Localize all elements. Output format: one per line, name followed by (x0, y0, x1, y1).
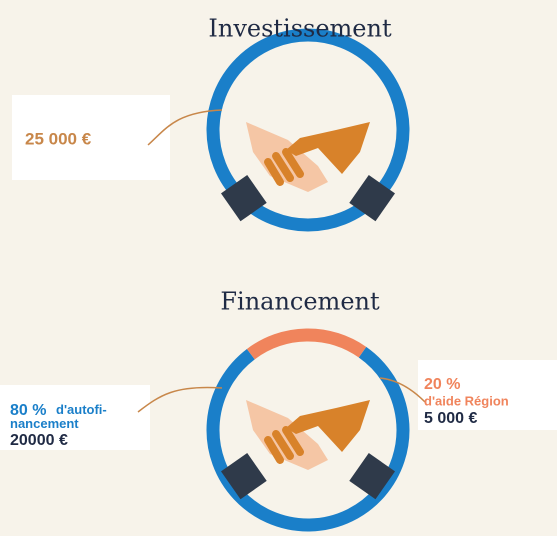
handshake-icon (221, 400, 395, 499)
handshake-icon (221, 122, 395, 221)
amount-label: 5 000 € (424, 410, 477, 427)
ring-segment (246, 328, 367, 360)
ring-segment (206, 346, 410, 532)
amount-label: 25 000 € (25, 129, 92, 148)
callout-box (12, 95, 170, 180)
chart-title: Investissement (208, 15, 392, 43)
chart-title: Financement (220, 288, 380, 316)
arrow (147, 109, 223, 146)
percent-label: 80 % (10, 402, 46, 419)
callout-box (0, 385, 150, 450)
category-label: d'aide Région (424, 393, 509, 408)
category-label: d'autofi-nancement (10, 402, 107, 431)
arrow (137, 386, 223, 413)
ring-segment (206, 28, 410, 232)
arrow (379, 377, 426, 403)
amount-label: 20000 € (10, 432, 68, 449)
percent-label: 20 % (424, 376, 460, 393)
callout-box (418, 360, 557, 430)
